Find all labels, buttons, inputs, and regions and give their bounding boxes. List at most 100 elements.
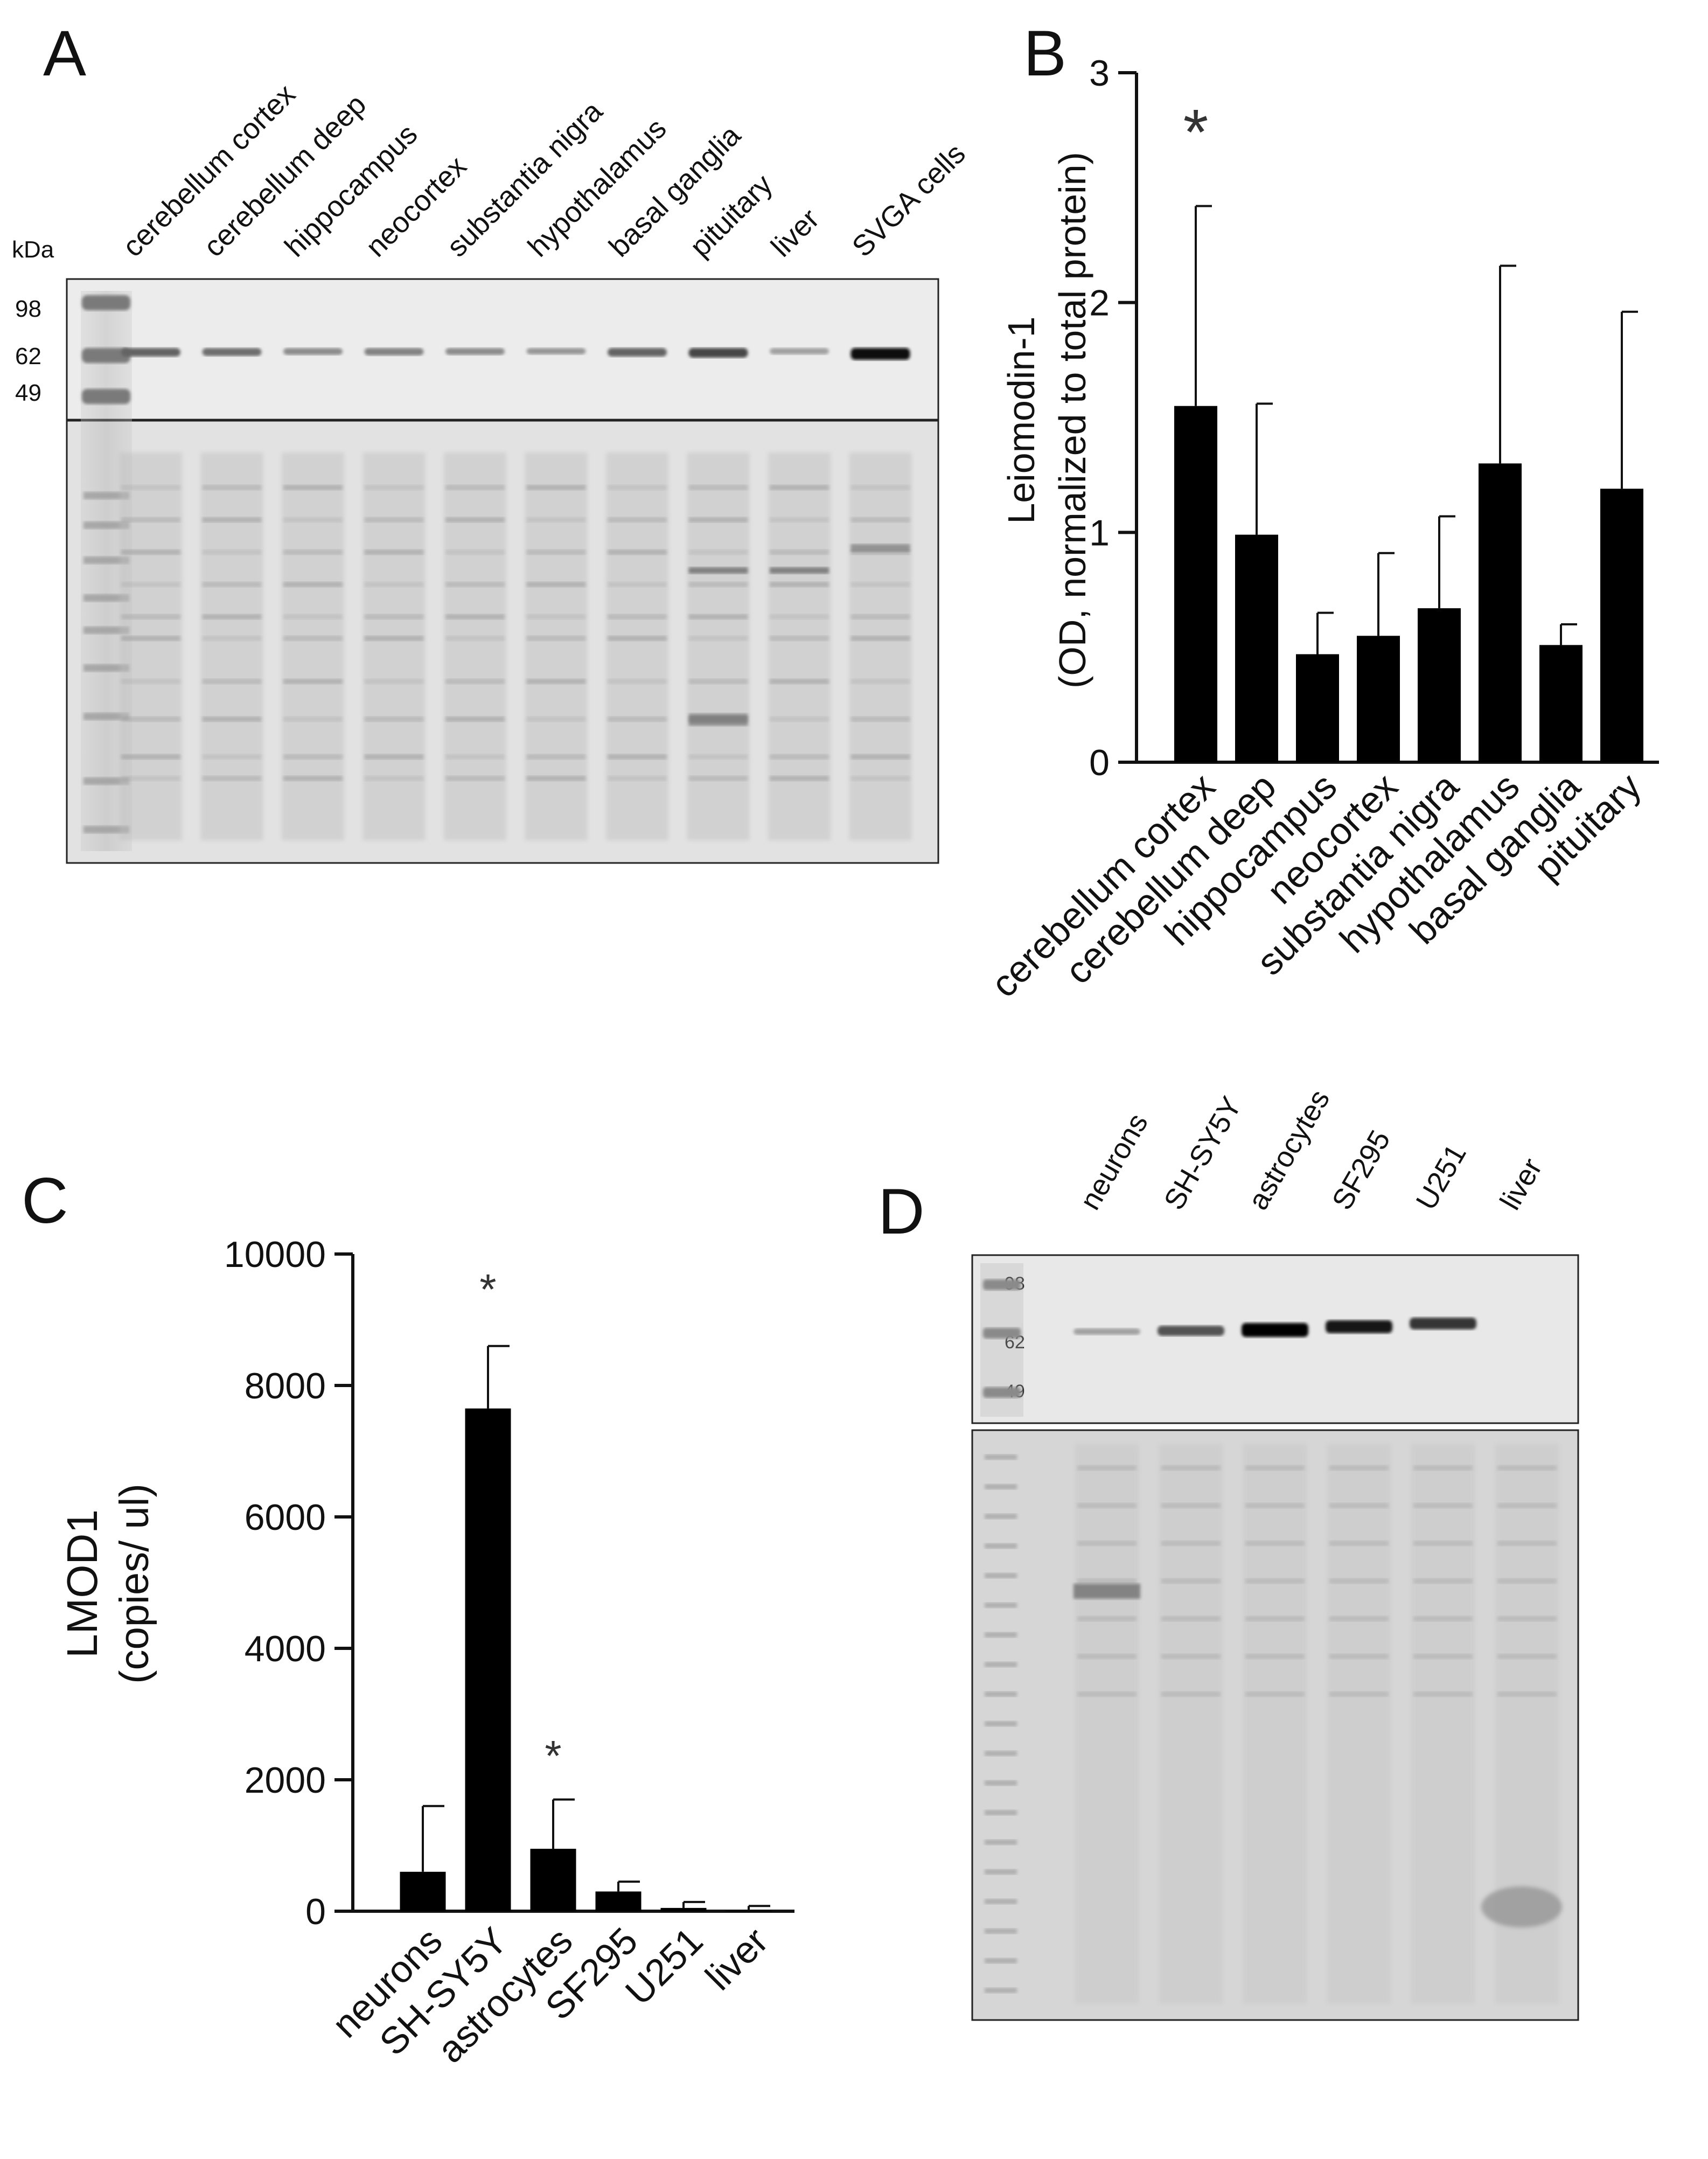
panel-a-gel-lanes xyxy=(120,452,912,840)
chart-c-ylabel-line2: (copies/ ul) xyxy=(111,1484,157,1684)
panel-a-gel-protein-band xyxy=(445,517,505,523)
panel-d-blot xyxy=(971,1254,1579,1424)
panel-d-gel-protein-band xyxy=(1497,1541,1557,1546)
panel-a-gel-protein-band xyxy=(526,636,586,641)
panel-a-gel-protein-band xyxy=(283,485,343,490)
x-tick-label: U251 xyxy=(617,1919,710,2012)
panel-a-gel-protein-band xyxy=(608,679,667,684)
bar xyxy=(1600,489,1643,762)
panel-a-gel-protein-band xyxy=(608,754,667,760)
panel-a-gel-protein-band xyxy=(688,714,748,726)
panel-a-gel-protein-band xyxy=(850,517,910,523)
panel-a-gel-protein-band xyxy=(364,754,424,760)
panel-a-gel-protein-band xyxy=(283,517,343,523)
panel-a-gel-protein-band xyxy=(770,679,829,684)
panel-a-gel-protein-band xyxy=(770,636,829,641)
panel-a-gel-protein-band xyxy=(770,776,829,781)
y-tick-label: 10000 xyxy=(224,1234,326,1275)
panel-d-gel-lanes xyxy=(1073,1444,1562,2004)
panel-a-gel-protein-band xyxy=(445,582,505,587)
panel-d-ladder-band xyxy=(983,1328,1021,1339)
panel-a-gel-protein-band xyxy=(770,614,829,619)
panel-d-gel-ladder-band xyxy=(985,1662,1017,1667)
bar xyxy=(530,1849,576,1911)
bar xyxy=(1357,636,1400,762)
y-tick-label: 8000 xyxy=(245,1366,326,1406)
panel-d-gel-protein-band xyxy=(1329,1691,1389,1697)
panel-a-gel-protein-band xyxy=(445,776,505,781)
panel-a-gel-protein-band xyxy=(202,636,262,641)
panel-a-gel-protein-band xyxy=(770,549,829,555)
bar xyxy=(1418,608,1461,762)
panel-d-gel-ladder-band xyxy=(985,1988,1017,1993)
panel-a-gel-protein-band xyxy=(608,549,667,555)
panel-d-gel-lane xyxy=(1243,1444,1307,2004)
panel-d-western-band xyxy=(1242,1323,1308,1337)
panel-a-gel-protein-band xyxy=(121,716,180,722)
panel-a-gel-protein-band xyxy=(850,679,910,684)
panel-a-ladder-band xyxy=(82,389,130,404)
panel-a-gel-ladder-band xyxy=(83,713,129,720)
panel-a-gel-protein-band xyxy=(688,517,748,523)
panel-a-gel-protein-band xyxy=(526,582,586,587)
panel-d-lane-label: neurons xyxy=(1073,1108,1154,1215)
y-tick-label: 6000 xyxy=(245,1497,326,1538)
chart-c: LMOD1 (copies/ ul) 0 2000 4000 6000 8000 1000… xyxy=(58,1234,794,2071)
panel-d-western-band xyxy=(1073,1328,1140,1335)
panel-a-gel-protein-band xyxy=(850,776,910,781)
panel-a-gel-protein-band xyxy=(283,679,343,684)
panel-d-gel-protein-band xyxy=(1161,1578,1221,1584)
panel-a-gel-protein-band xyxy=(688,614,748,619)
panel-d-gel-smear xyxy=(1481,1886,1562,1927)
panel-a-gel-protein-band xyxy=(202,679,262,684)
panel-a-gel-lane xyxy=(120,452,182,840)
panel-a-gel-protein-band xyxy=(770,485,829,490)
panel-b-letter: B xyxy=(1023,17,1066,89)
significance-asterisk: * xyxy=(479,1265,496,1313)
panel-a-gel-protein-band xyxy=(850,582,910,587)
panel-a-gel-protein-band xyxy=(770,716,829,722)
panel-d-gel-protein-band xyxy=(1497,1465,1557,1471)
panel-a-gel-protein-band xyxy=(850,754,910,760)
panel-a-western-band xyxy=(608,348,667,357)
panel-a-letter: A xyxy=(43,17,86,89)
panel-d-lane-label: SF295 xyxy=(1326,1125,1397,1215)
panel-a-gel-protein-band xyxy=(445,636,505,641)
panel-a-gel-protein-band xyxy=(364,485,424,490)
panel-a-bands xyxy=(121,348,910,360)
panel-a-gel-protein-band xyxy=(121,679,180,684)
panel-d-gel-protein-band xyxy=(1497,1654,1557,1659)
bar xyxy=(1479,463,1522,762)
panel-a-western-band xyxy=(202,348,262,356)
panel-a-ladder-band xyxy=(82,295,130,310)
panel-d-gel-ladder-band xyxy=(985,1721,1017,1726)
bar xyxy=(1174,406,1217,762)
panel-a-gel-ladder-band xyxy=(83,664,129,672)
panel-d-ladder-band xyxy=(983,1279,1021,1290)
panel-a-gel-protein-band xyxy=(364,614,424,619)
panel-a-western-band xyxy=(526,348,586,354)
panel-d-gel-ladder-band xyxy=(985,1632,1017,1638)
panel-d-gel-protein-band xyxy=(1161,1654,1221,1659)
panel-a-gel-protein-band xyxy=(283,636,343,641)
panel-d-gel-ladder-band xyxy=(985,1484,1017,1489)
panel-a-gel-ladder-band xyxy=(83,777,129,785)
y-tick-label: 3 xyxy=(1089,53,1110,94)
panel-a-western-band xyxy=(283,348,343,355)
panel-d-gel-ladder-band xyxy=(985,1573,1017,1578)
panel-d-ladder-band xyxy=(983,1387,1021,1398)
panel-d-lane-label: astrocytes xyxy=(1242,1084,1336,1215)
panel-a-gel-protein-band xyxy=(850,716,910,722)
panel-a-gel-protein-band xyxy=(445,485,505,490)
bar xyxy=(465,1408,511,1911)
panel-a-gel-protein-band xyxy=(850,544,910,552)
panel-d-gel-protein-band xyxy=(1245,1541,1305,1546)
bar xyxy=(660,1907,707,1911)
panel-d-gel-protein-band xyxy=(1077,1465,1137,1471)
panel-d-gel-protein-band xyxy=(1077,1503,1137,1508)
panel-a-marker-98: 98 xyxy=(15,296,41,322)
panel-a-gel-protein-band xyxy=(202,517,262,523)
panel-a-gel-protein-band xyxy=(850,549,910,555)
